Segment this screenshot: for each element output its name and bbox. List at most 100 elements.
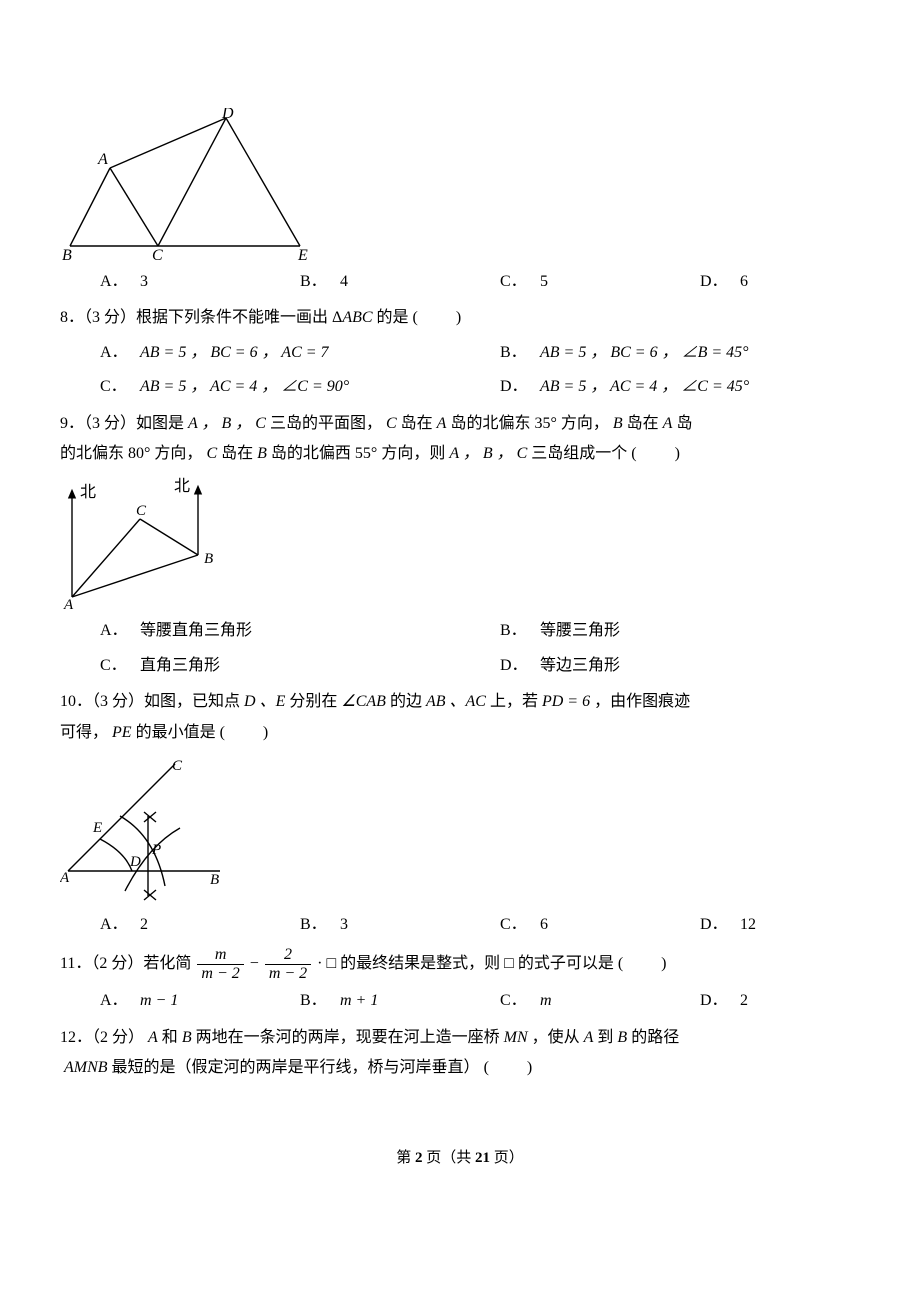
q8-head-delta: Δ	[332, 309, 342, 326]
q7-opt-d-text: 6	[740, 267, 748, 297]
q7-figure: B C E A D	[60, 108, 860, 263]
q9-opt-a: A．等腰直角三角形	[60, 616, 460, 646]
q9-opt-b: B．等腰三角形	[460, 616, 860, 646]
q11-opt-d: D．2	[660, 986, 860, 1016]
q11-opt-a: A．m − 1	[60, 986, 260, 1016]
q9-t15: 80°	[128, 445, 150, 462]
q11-frac1-num: m	[197, 946, 243, 965]
q8-opt-a-text: AB = 5 ， BC = 6 ， AC = 7	[140, 338, 329, 368]
svg-text:P: P	[151, 842, 161, 858]
footer-post: 页）	[490, 1150, 524, 1166]
q11-opt-b: B．m + 1	[260, 986, 460, 1016]
q10-opt-b-text: 3	[340, 910, 348, 940]
q9-figure: A B C 北 北	[60, 477, 860, 612]
q11-opt-c: C．m	[460, 986, 660, 1016]
q11-frac1-den: m − 2	[197, 965, 243, 983]
q10-t9: ，由作图痕迹	[594, 693, 690, 710]
svg-text:B: B	[210, 872, 219, 888]
q10-opt-b: B．3	[260, 910, 460, 940]
q9-t7: 岛的北偏东	[450, 415, 530, 432]
q9-t24: 三岛组成一个	[531, 445, 627, 462]
svg-text:北: 北	[174, 477, 190, 495]
q9-opt-c: C．直角三角形	[60, 651, 460, 681]
svg-text:E: E	[297, 247, 308, 263]
svg-text:C: C	[172, 758, 183, 774]
q8-opt-d-text: AB = 5 ， AC = 4 ， ∠C = 45°	[540, 372, 749, 402]
q8-options-1: A．AB = 5 ， BC = 6 ， AC = 7 B．AB = 5 ， BC…	[60, 338, 860, 368]
q7-opt-b-text: 4	[340, 267, 348, 297]
svg-text:D: D	[221, 108, 234, 122]
q11: 11．（2 分）若化简 m m − 2 − 2 m − 2 · □ 的最终结果是…	[60, 946, 860, 982]
q12-t9: 到	[597, 1029, 613, 1046]
q8-opt-b-text: AB = 5 ， BC = 6 ， ∠B = 45°	[540, 338, 749, 368]
q8-head-abc: ABC	[342, 309, 372, 326]
q10-t5: 的边	[390, 693, 422, 710]
q10: 10．（3 分）如图，已知点 D 、E 分别在 ∠CAB 的边 AB 、AC 上…	[60, 687, 860, 748]
svg-text:A: A	[63, 597, 74, 612]
q11-options: A．m − 1 B．m + 1 C．m D．2	[60, 986, 860, 1016]
q12-t12: AMNB	[60, 1059, 108, 1076]
q12-t6: MN	[504, 1029, 528, 1046]
q11-frac1: m m − 2	[197, 946, 243, 982]
q7-opt-a: A．3	[60, 267, 260, 297]
q8-head-prefix: 8．（3 分）根据下列条件不能唯一画出	[60, 309, 328, 326]
q9-t10: B	[613, 415, 623, 432]
q11-frac2-num: 2	[265, 946, 311, 965]
q11-opt-d-text: 2	[740, 986, 748, 1016]
q9-t17: C	[206, 445, 217, 462]
footer-mid: 页（共	[422, 1150, 475, 1166]
q9-t20: 岛的北偏西	[271, 445, 351, 462]
q7-options: A．3 B．4 C．5 D．6	[60, 267, 860, 297]
q10-opt-a: A．2	[60, 910, 260, 940]
q9-t13: 岛	[676, 415, 692, 432]
q10-opt-a-text: 2	[140, 910, 148, 940]
q9-opt-c-text: 直角三角形	[140, 651, 220, 681]
q11-frac2-den: m − 2	[265, 965, 311, 983]
q9-opt-b-text: 等腰三角形	[540, 616, 620, 646]
q9-opt-d-text: 等边三角形	[540, 651, 620, 681]
q10-opt-c: C．6	[460, 910, 660, 940]
svg-text:C: C	[136, 503, 147, 519]
q11-opt-a-text: m − 1	[140, 986, 178, 1016]
q9-t14: 的北偏东	[60, 445, 124, 462]
footer-total: 21	[475, 1150, 490, 1166]
q12-t3: 和	[162, 1029, 178, 1046]
q9-t8: 35°	[534, 415, 556, 432]
q7-opt-c: C．5	[460, 267, 660, 297]
q9-t18: 岛在	[221, 445, 253, 462]
q8: 8．（3 分）根据下列条件不能唯一画出 ΔABC 的是 ( )	[60, 303, 860, 333]
q8-opt-d: D．AB = 5 ， AC = 4 ， ∠C = 45°	[460, 372, 860, 402]
q12-t8: A	[584, 1029, 594, 1046]
q9-t2: A ， B ， C	[188, 415, 266, 432]
q12-t2: A	[148, 1029, 158, 1046]
q12-blank: ( )	[484, 1059, 535, 1076]
svg-text:A: A	[97, 151, 108, 168]
q9-t1: 9．（3 分）如图是	[60, 415, 184, 432]
q8-opt-b: B．AB = 5 ， BC = 6 ， ∠B = 45°	[460, 338, 860, 368]
q9-options-1: A．等腰直角三角形 B．等腰三角形	[60, 616, 860, 646]
svg-text:C: C	[152, 247, 163, 263]
q10-t12: 的最小值是	[136, 724, 216, 741]
q9-blank: ( )	[631, 445, 682, 462]
q8-opt-a: A．AB = 5 ， BC = 6 ， AC = 7	[60, 338, 460, 368]
q12-t1: 12．（2 分）	[60, 1029, 144, 1046]
q10-t3: 分别在	[289, 693, 337, 710]
q9-t12: A	[663, 415, 673, 432]
q12-t7: ，使从	[532, 1029, 580, 1046]
q11-opt-b-text: m + 1	[340, 986, 378, 1016]
q11-head-a: 11．（2 分）若化简	[60, 955, 191, 972]
q9-t21: 55°	[355, 445, 377, 462]
q12-t5: 两地在一条河的两岸，现要在河上造一座桥	[196, 1029, 500, 1046]
q10-opt-d-text: 12	[740, 910, 756, 940]
q11-blank: ( )	[618, 955, 669, 972]
q9-opt-d: D．等边三角形	[460, 651, 860, 681]
q10-blank: ( )	[220, 724, 271, 741]
q9: 9．（3 分）如图是 A ， B ， C 三岛的平面图， C 岛在 A 岛的北偏…	[60, 409, 860, 470]
q9-t19: B	[257, 445, 267, 462]
svg-text:北: 北	[80, 483, 96, 501]
q8-head-suffix: 的是	[377, 309, 409, 326]
q8-options-2: C．AB = 5 ， AC = 4 ， ∠C = 90° D．AB = 5 ， …	[60, 372, 860, 402]
q9-t22: 方向，则	[381, 445, 445, 462]
q9-options-2: C．直角三角形 D．等边三角形	[60, 651, 860, 681]
q12: 12．（2 分） A 和 B 两地在一条河的两岸，现要在河上造一座桥 MN ，使…	[60, 1023, 860, 1084]
